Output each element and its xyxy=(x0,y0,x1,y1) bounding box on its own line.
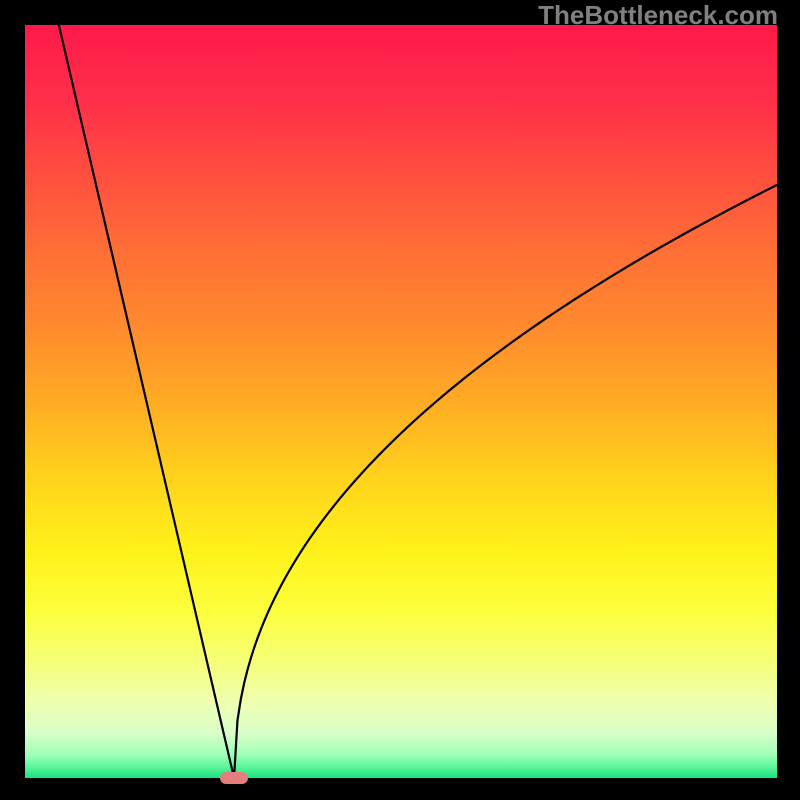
plot-frame xyxy=(24,24,776,777)
plot-background xyxy=(25,25,777,778)
watermark-text: TheBottleneck.com xyxy=(538,0,778,31)
plot-svg xyxy=(25,25,777,778)
